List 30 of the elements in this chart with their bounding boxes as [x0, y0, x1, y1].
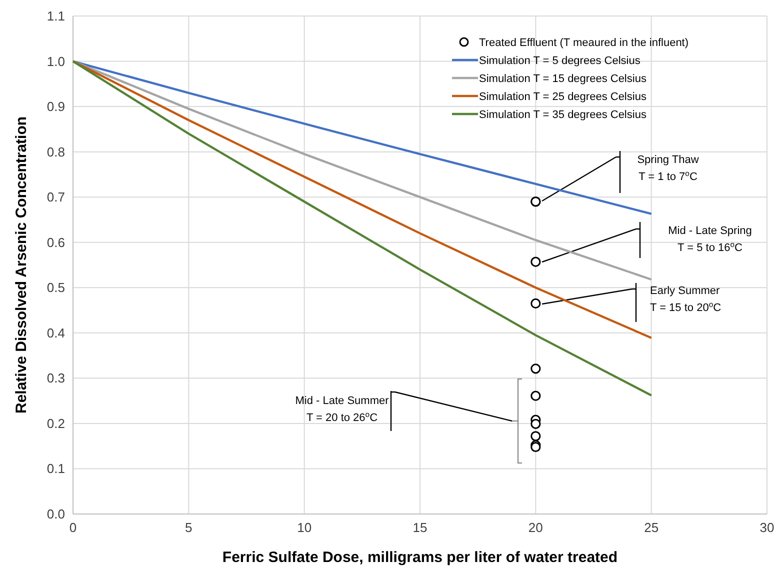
y-tick-label: 0.0 — [46, 506, 65, 522]
x-tick-label: 30 — [760, 520, 774, 535]
y-tick-label: 0.4 — [46, 325, 65, 340]
y-tick-label: 0.5 — [46, 280, 65, 296]
x-axis-title: Ferric Sulfate Dose, milligrams per liter of water treated — [222, 549, 618, 566]
x-tick-label: 10 — [297, 520, 312, 535]
annotation: Early Summer T = 15 to 20$^{o}$C — [650, 285, 722, 314]
x-tick-label: 25 — [644, 520, 659, 535]
x-tick-label: 5 — [185, 520, 192, 535]
y-axis-title: Relative Dissolved Arsenic Concentration — [13, 116, 30, 414]
annotation: Spring Thaw T = 1 to 7$^{o}$C — [637, 154, 699, 183]
x-tick-label: 20 — [528, 520, 543, 535]
x-tick-label: 15 — [412, 520, 428, 535]
legend-label: Simulation T = 35 degrees Celsius — [479, 109, 647, 121]
x-tick-label: 0 — [69, 520, 77, 535]
y-tick-label: 0.1 — [46, 461, 65, 476]
y-tick-label: 1.1 — [46, 8, 65, 24]
y-tick-label: 0.7 — [46, 190, 65, 205]
legend-label: Simulation T = 15 degrees Celsius — [479, 73, 647, 85]
y-tick-label: 1.0 — [46, 54, 65, 69]
legend-label: Treated Effluent (T meaured in the influent) — [479, 37, 689, 49]
y-tick-label: 0.6 — [46, 234, 65, 250]
y-tick-label: 0.2 — [46, 416, 65, 431]
legend-label: Simulation T = 5 degrees Celsius — [479, 55, 641, 67]
y-tick-label: 0.8 — [46, 144, 65, 160]
annotation: Mid - Late Summer T = 20 to 26$^{o}$C — [295, 395, 390, 424]
y-tick-label: 0.9 — [46, 99, 65, 114]
legend-label: Simulation T = 25 degrees Celsius — [479, 91, 647, 103]
y-tick-label: 0.3 — [46, 370, 65, 386]
annotation: Mid - Late Spring T = 5 to 16$^{o}$C — [668, 225, 752, 254]
